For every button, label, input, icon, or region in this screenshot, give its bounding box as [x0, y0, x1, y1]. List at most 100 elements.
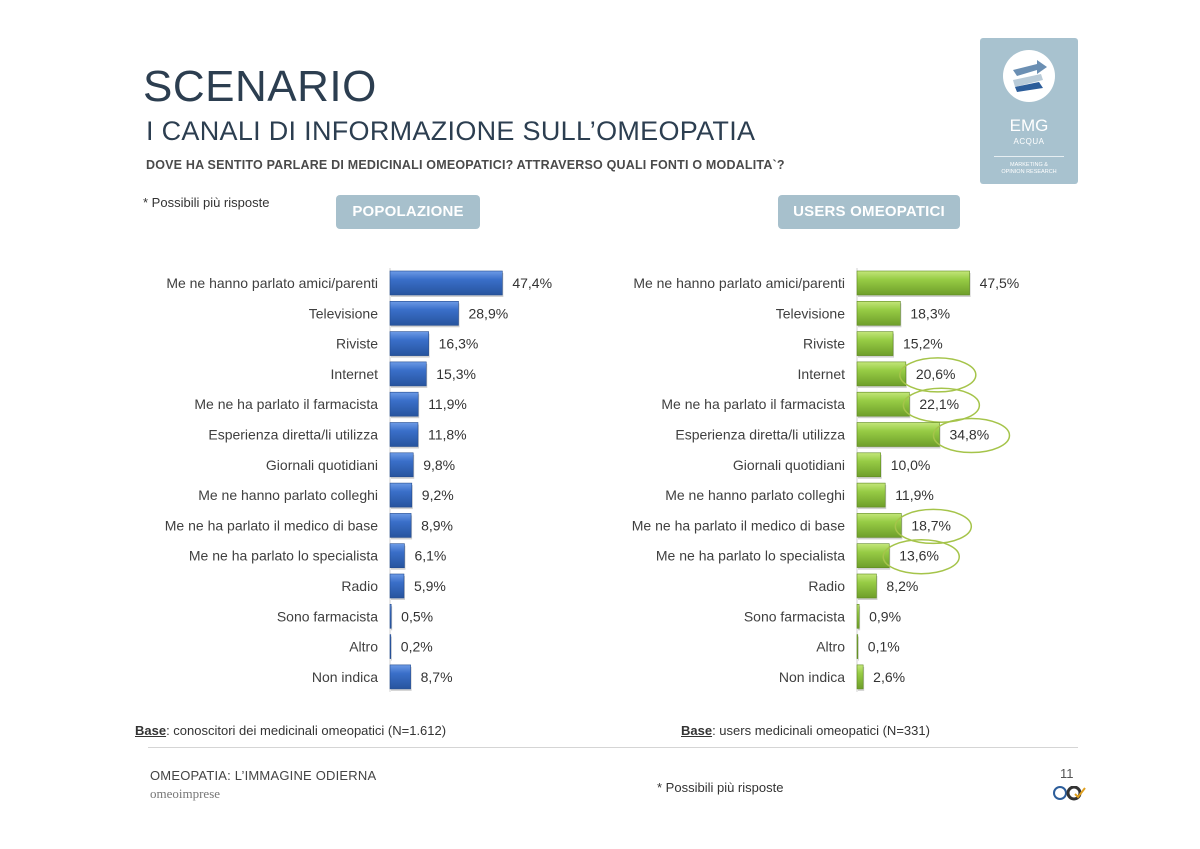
- users-category-label: Radio: [808, 578, 845, 594]
- slide-title: SCENARIO: [143, 62, 377, 111]
- footer-divider: [148, 747, 1078, 748]
- users-category-label: Me ne hanno parlato amici/parenti: [633, 275, 845, 291]
- pop-value-label: 9,2%: [422, 487, 454, 503]
- users-value-label: 0,9%: [869, 608, 901, 624]
- users-value-label: 18,7%: [911, 517, 951, 533]
- pop-bar: [389, 482, 413, 508]
- footer-note: * Possibili più risposte: [657, 780, 784, 795]
- users-highlight-ring: [882, 538, 960, 575]
- users-value-label: 0,1%: [868, 639, 900, 655]
- users-category-label: Televisione: [776, 305, 845, 321]
- users-category-label: Esperienza diretta/li utilizza: [675, 427, 845, 443]
- footer-title: OMEOPATIA: L’IMMAGINE ODIERNA: [150, 768, 377, 783]
- logo-name: EMG: [1009, 116, 1049, 135]
- slide-subtitle: I CANALI DI INFORMAZIONE SULL’OMEOPATIA: [146, 116, 756, 146]
- pop-category-label: Televisione: [309, 305, 378, 321]
- pop-value-label: 11,9%: [428, 396, 467, 412]
- base-left: Base: conoscitori dei medicinali omeopat…: [135, 723, 446, 738]
- logo-tagline: MARKETING & OPINION RESEARCH: [980, 162, 1078, 176]
- pop-category-label: Riviste: [336, 336, 378, 352]
- users-bar: [856, 422, 940, 447]
- base-label: Base: [681, 723, 713, 738]
- pop-value-label: 9,8%: [423, 457, 455, 473]
- users-bar-shadow: [858, 636, 859, 661]
- users-bar: [856, 513, 902, 538]
- pop-bar: [389, 513, 412, 538]
- users-bar: [856, 603, 860, 629]
- chart-popolazione: Me ne hanno parlato amici/parenti 47,4% Te…: [165, 268, 552, 692]
- users-value-label: 18,3%: [910, 305, 950, 321]
- users-category-label: Altro: [816, 639, 845, 655]
- footer-brand: omeoimprese: [150, 786, 221, 801]
- pop-category-label: Me ne ha parlato lo specialista: [189, 548, 378, 564]
- pop-value-label: 5,9%: [414, 578, 446, 594]
- pop-value-label: 0,2%: [401, 639, 433, 655]
- pop-bar: [389, 391, 419, 417]
- pop-value-label: 15,3%: [436, 366, 476, 382]
- pop-value-label: 8,7%: [421, 669, 453, 685]
- pop-bar: [389, 452, 414, 478]
- pop-bar: [389, 270, 503, 296]
- pop-bar: [389, 361, 427, 387]
- users-bar: [856, 573, 877, 599]
- pop-value-label: 0,5%: [401, 608, 433, 624]
- users-category-label: Me ne ha parlato lo specialista: [656, 548, 845, 564]
- pop-value-label: 16,3%: [439, 336, 479, 352]
- users-bar: [856, 361, 907, 387]
- logo-tagline-1: MARKETING &: [1010, 162, 1048, 168]
- pop-value-label: 8,9%: [421, 517, 453, 533]
- emg-acqua-logo: EMG ACQUA MARKETING & OPINION RESEARCH: [980, 38, 1078, 184]
- survey-question: DOVE HA SENTITO PARLARE DI MEDICINALI OM…: [146, 158, 785, 172]
- pop-bar-shadow: [391, 606, 393, 631]
- users-category-label: Me ne ha parlato il medico di base: [632, 517, 845, 533]
- users-bar: [856, 391, 910, 417]
- users-bar: [856, 331, 894, 356]
- pop-category-label: Me ne hanno parlato colleghi: [198, 487, 378, 503]
- base-right: Base: users medicinali omeopatici (N=331…: [681, 723, 930, 738]
- users-value-label: 47,5%: [980, 275, 1020, 291]
- pop-bar: [389, 603, 392, 629]
- logo-divider: [994, 156, 1064, 157]
- users-category-label: Giornali quotidiani: [733, 457, 845, 473]
- pop-bar-shadow: [391, 636, 392, 661]
- base-label: Base: [135, 723, 167, 738]
- users-category-label: Me ne hanno parlato colleghi: [665, 487, 845, 503]
- users-value-label: 20,6%: [916, 366, 956, 382]
- pop-category-label: Me ne ha parlato il medico di base: [165, 517, 378, 533]
- pop-bar: [389, 573, 405, 599]
- users-bar: [856, 482, 886, 508]
- pop-value-label: 28,9%: [468, 305, 508, 321]
- page-number: 11: [1060, 766, 1074, 781]
- pop-category-label: Me ne hanno parlato amici/parenti: [166, 275, 378, 291]
- pop-category-label: Esperienza diretta/li utilizza: [208, 427, 378, 443]
- users-value-label: 10,0%: [891, 457, 931, 473]
- pop-category-label: Giornali quotidiani: [266, 457, 378, 473]
- pop-category-label: Radio: [341, 578, 378, 594]
- users-bar: [856, 634, 859, 659]
- chart-users: Me ne hanno parlato amici/parenti 47,5% Te…: [632, 268, 1020, 692]
- panel-label-users: USERS OMEOPATICI: [778, 195, 960, 229]
- pop-value-label: 6,1%: [414, 548, 446, 564]
- pop-bar: [389, 664, 411, 690]
- pop-category-label: Internet: [331, 366, 379, 382]
- users-value-label: 13,6%: [899, 548, 939, 564]
- pop-category-label: Altro: [349, 639, 378, 655]
- users-value-label: 11,9%: [895, 487, 934, 503]
- base-left-text: : conoscitori dei medicinali omeopatici …: [166, 723, 447, 738]
- users-category-label: Riviste: [803, 336, 845, 352]
- logo-sub: ACQUA: [1013, 137, 1045, 146]
- users-value-label: 22,1%: [919, 396, 959, 412]
- users-value-label: 8,2%: [886, 578, 918, 594]
- users-bar: [856, 452, 882, 478]
- users-highlight-ring: [899, 357, 977, 393]
- pop-bar: [389, 331, 429, 356]
- pop-category-label: Sono farmacista: [277, 608, 378, 624]
- users-category-label: Sono farmacista: [744, 608, 845, 624]
- pop-bar: [389, 543, 405, 569]
- users-highlight-ring: [932, 417, 1011, 454]
- pop-bar: [389, 300, 459, 326]
- users-category-label: Internet: [798, 366, 846, 382]
- users-category-label: Me ne ha parlato il farmacista: [661, 396, 845, 412]
- pop-bar: [389, 422, 419, 447]
